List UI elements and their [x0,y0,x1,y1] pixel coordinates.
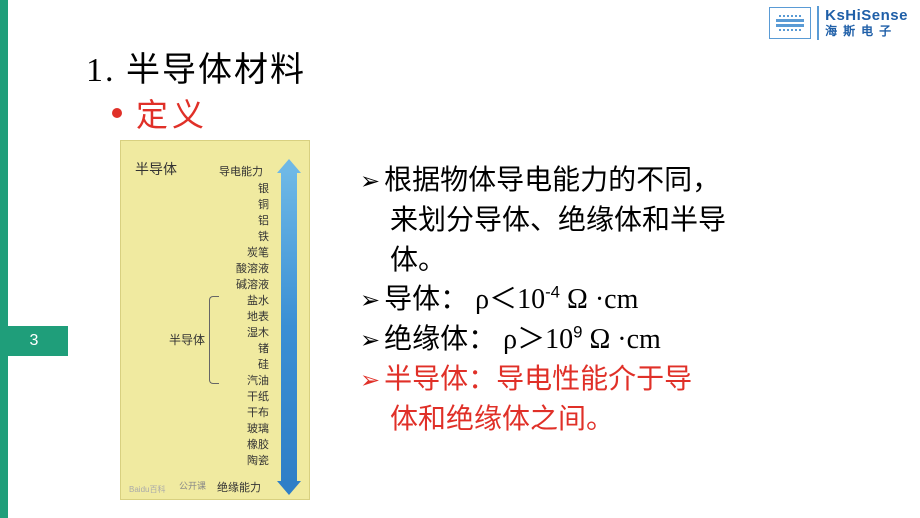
list-item: 陶瓷 [229,453,269,469]
bullet-text: 半导体：导电性能介于导 [384,361,692,399]
logo-english: KsHiSense [825,8,908,25]
list-item: 橡胶 [229,437,269,453]
diagram-gongkai: 公开课 [179,479,206,492]
b2-sup: -4 [545,283,560,302]
bullet-1-cont2: 体。 [360,242,890,280]
bullet-text: 根据物体导电能力的不同， [384,162,720,200]
content-area: ➢ 根据物体导电能力的不同， 来划分导体、绝缘体和半导 体。 ➢ 导体： ρ＜1… [360,162,890,441]
list-item: 铁 [229,229,269,245]
page-number: 3 [30,332,39,350]
bullet-dot-icon [112,108,122,118]
diagram-watermark: Baidu百科 [129,484,165,495]
bullet-text: 导体： ρ＜10-4 Ω ·cm [384,281,638,319]
list-item: 铝 [229,213,269,229]
brand-logo: KsHiSense 海斯电子 [769,6,908,40]
list-item: 碱溶液 [229,277,269,293]
material-list: 银 铜 铝 铁 炭笔 酸溶液 碱溶液 盐水 地表 湿木 锗 硅 汽油 干纸 干布… [229,181,269,469]
subtitle-row: 定义 [112,90,208,136]
bullet-3: ➢ 绝缘体： ρ＞109 Ω ·cm [360,321,890,359]
list-item: 炭笔 [229,245,269,261]
bullet-text: 绝缘体： ρ＞109 Ω ·cm [384,321,661,359]
chevron-icon: ➢ [360,285,380,317]
logo-chip-icon [769,7,811,39]
list-item: 锗 [229,341,269,357]
list-item: 酸溶液 [229,261,269,277]
list-item: 硅 [229,357,269,373]
diagram-title: 半导体 [135,159,177,179]
accent-bar [0,0,8,518]
logo-chinese: 海斯电子 [825,25,908,38]
slide-title: 1. 半导体材料 [86,42,306,91]
list-item: 银 [229,181,269,197]
logo-text: KsHiSense 海斯电子 [825,8,908,38]
b3-head: 绝缘体： ρ＞10 [384,324,573,355]
bracket-icon [209,296,219,384]
list-item: 干纸 [229,389,269,405]
diagram-bottom-label: 绝缘能力 [217,479,261,495]
list-item: 盐水 [229,293,269,309]
subtitle: 定义 [136,90,208,136]
list-item: 干布 [229,405,269,421]
page-number-badge: 3 [0,326,68,356]
b2-tail: Ω ·cm [560,284,638,315]
bullet-1-cont: 来划分导体、绝缘体和半导 [360,202,890,240]
chevron-icon: ➢ [360,166,380,198]
bullet-2: ➢ 导体： ρ＜10-4 Ω ·cm [360,281,890,319]
bullet-4: ➢ 半导体：导电性能介于导 [360,361,890,399]
list-item: 玻璃 [229,421,269,437]
diagram-top-label: 导电能力 [219,163,263,179]
b3-tail: Ω ·cm [582,324,660,355]
diagram-mid-label: 半导体 [169,331,205,348]
list-item: 湿木 [229,325,269,341]
conductivity-diagram: 半导体 导电能力 银 铜 铝 铁 炭笔 酸溶液 碱溶液 盐水 地表 湿木 锗 硅… [120,140,310,500]
list-item: 铜 [229,197,269,213]
double-arrow-icon [277,159,301,495]
list-item: 地表 [229,309,269,325]
bullet-1: ➢ 根据物体导电能力的不同， [360,162,890,200]
chevron-icon: ➢ [360,325,380,357]
chevron-icon: ➢ [360,365,380,397]
bullet-4-cont: 体和绝缘体之间。 [360,401,890,439]
b2-head: 导体： ρ＜10 [384,284,545,315]
logo-divider [817,6,819,40]
list-item: 汽油 [229,373,269,389]
